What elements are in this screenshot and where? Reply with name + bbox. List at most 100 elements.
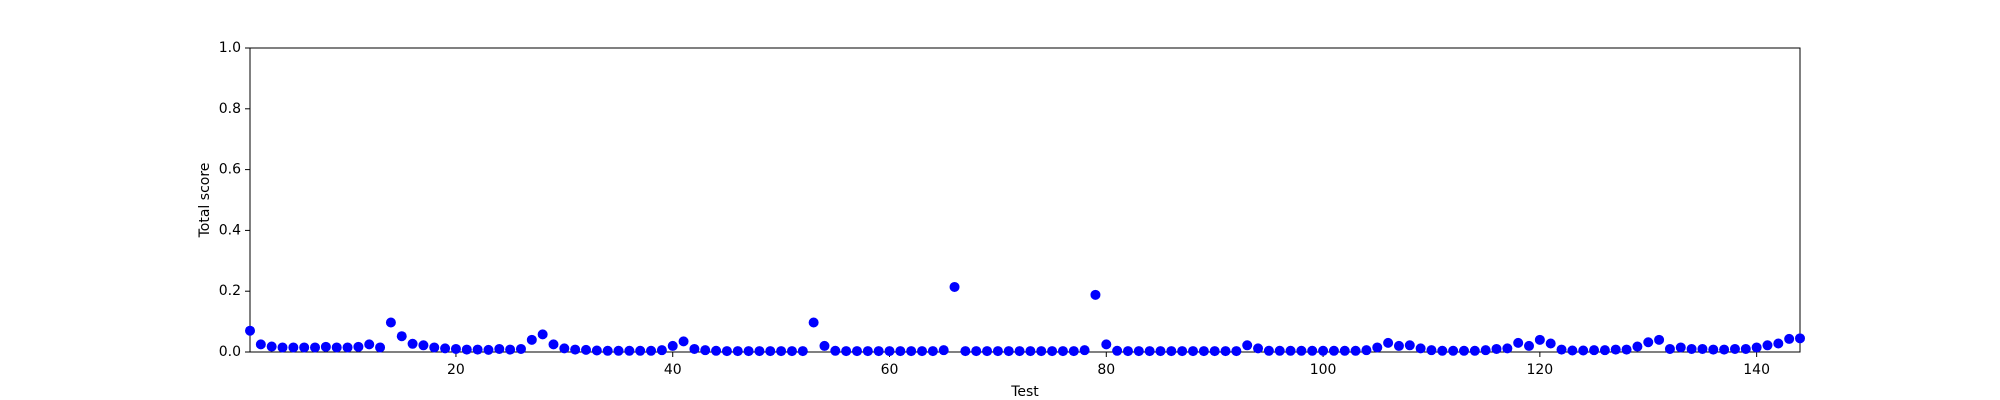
- point: [1101, 339, 1112, 350]
- point: [667, 340, 678, 351]
- point: [1242, 340, 1253, 351]
- point: [1589, 345, 1600, 356]
- point: [440, 343, 451, 354]
- point: [1068, 346, 1079, 357]
- point: [689, 343, 700, 354]
- point: [1231, 346, 1242, 357]
- point: [1480, 345, 1491, 356]
- point: [1155, 346, 1166, 357]
- point: [331, 342, 342, 353]
- x-tick-label: 100: [1310, 362, 1337, 378]
- y-tick-label: 0.0: [219, 344, 241, 360]
- x-tick-label: 60: [881, 362, 899, 378]
- point: [1198, 346, 1209, 357]
- point: [1686, 343, 1697, 354]
- point: [570, 344, 581, 355]
- point: [310, 342, 321, 353]
- plot-frame: [249, 47, 1801, 353]
- point: [1263, 345, 1274, 356]
- y-tick-label: 1.0: [219, 40, 241, 56]
- point: [1393, 340, 1404, 351]
- point: [1675, 342, 1686, 353]
- point: [255, 339, 266, 350]
- point: [1740, 343, 1751, 354]
- point: [992, 346, 1003, 357]
- point: [429, 342, 440, 353]
- point: [450, 343, 461, 354]
- x-tick-label: 20: [447, 362, 465, 378]
- point: [537, 329, 548, 340]
- point: [1188, 346, 1199, 357]
- point: [1144, 346, 1155, 357]
- point: [808, 317, 819, 328]
- point: [288, 342, 299, 353]
- point: [1415, 343, 1426, 354]
- point: [320, 341, 331, 352]
- point: [1458, 345, 1469, 356]
- point: [982, 346, 993, 357]
- point: [461, 344, 472, 355]
- y-tick-label: 0.6: [219, 162, 241, 178]
- point: [776, 346, 787, 357]
- point: [299, 342, 310, 353]
- point: [635, 345, 646, 356]
- point: [1112, 345, 1123, 356]
- point: [797, 346, 808, 357]
- point: [375, 342, 386, 353]
- point: [526, 334, 537, 345]
- point: [1610, 344, 1621, 355]
- point: [624, 345, 635, 356]
- point: [1079, 345, 1090, 356]
- point: [1664, 343, 1675, 354]
- point: [1719, 344, 1730, 355]
- point: [1426, 345, 1437, 356]
- point: [505, 344, 516, 355]
- point: [613, 345, 624, 356]
- point: [873, 346, 884, 357]
- point: [396, 331, 407, 342]
- point: [353, 341, 364, 352]
- point: [678, 336, 689, 347]
- point: [1383, 337, 1394, 348]
- point: [277, 342, 288, 353]
- point: [1491, 343, 1502, 354]
- point: [1567, 345, 1578, 356]
- point: [515, 343, 526, 354]
- point: [245, 325, 255, 336]
- point: [732, 346, 743, 357]
- y-axis-label: Total score: [197, 163, 213, 239]
- point: [917, 346, 928, 357]
- point: [1328, 345, 1339, 356]
- point: [1003, 346, 1014, 357]
- point: [1654, 334, 1665, 345]
- point: [1545, 338, 1556, 349]
- x-tick-label: 80: [1097, 362, 1115, 378]
- point: [884, 346, 895, 357]
- point: [407, 338, 418, 349]
- x-tick-label: 140: [1743, 362, 1770, 378]
- point: [472, 344, 483, 355]
- point: [1090, 289, 1101, 300]
- y-tick-label: 0.8: [219, 101, 241, 117]
- point: [1784, 333, 1795, 344]
- point: [364, 339, 375, 350]
- point: [1047, 346, 1058, 357]
- point: [1632, 341, 1643, 352]
- point: [830, 345, 841, 356]
- point: [1339, 345, 1350, 356]
- point: [1729, 343, 1740, 354]
- point: [1296, 345, 1307, 356]
- point: [1621, 344, 1632, 355]
- point: [1133, 346, 1144, 357]
- point: [559, 343, 570, 354]
- point: [1307, 345, 1318, 356]
- x-tick-label: 120: [1526, 362, 1553, 378]
- point: [1220, 346, 1231, 357]
- point: [646, 345, 657, 356]
- point: [581, 344, 592, 355]
- point: [938, 345, 949, 356]
- point: [765, 346, 776, 357]
- point: [342, 342, 353, 353]
